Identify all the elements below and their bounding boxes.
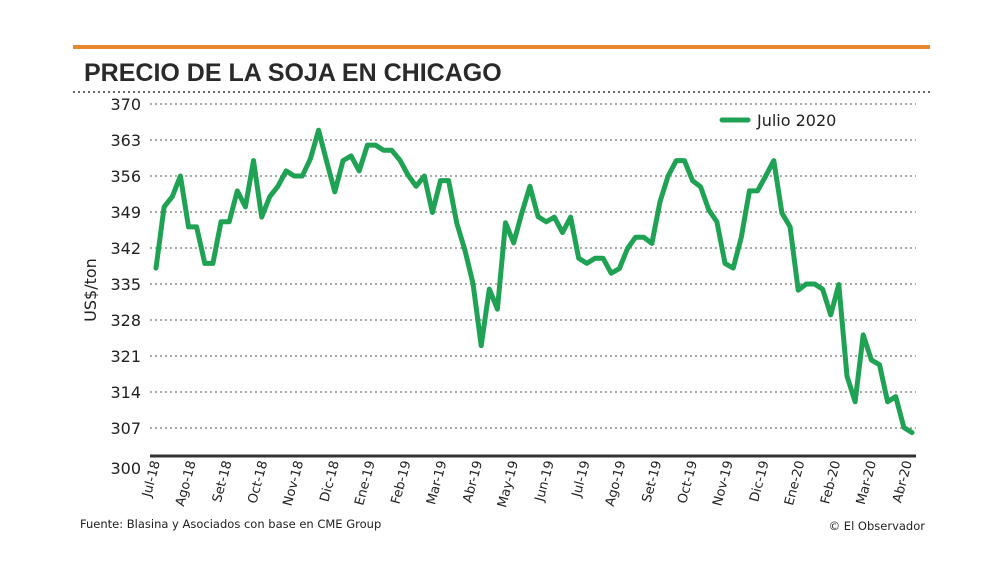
legend: Julio 2020 [719,111,836,130]
x-tick-label: Oct-19 [675,459,701,505]
series-points [155,130,913,433]
y-tick-label: 314 [110,383,141,402]
x-tick-label: Feb-19 [389,459,415,506]
x-tick-label: Jun-19 [532,459,558,504]
credit: © El Observador [829,519,926,533]
x-tick-label: Ene-19 [352,459,378,507]
x-tick-label: Dic-18 [318,459,343,503]
y-tick-label: 349 [110,203,141,222]
y-tick-label: 300 [110,459,141,478]
y-tick-label: 342 [110,239,141,258]
y-tick-label: 321 [110,347,141,366]
x-tick-label: Ago-19 [603,459,630,508]
x-tick-label: Ene-20 [782,459,808,507]
x-tick-label: May-19 [495,459,522,509]
x-tick-label: Ago-18 [173,459,200,508]
x-tick-label: Mar-19 [424,459,450,506]
y-tick-label: 307 [110,419,141,438]
x-tick-label: Set-19 [640,459,666,504]
x-tick-label: Dic-19 [747,459,772,503]
x-tick-label: Abr-20 [890,459,916,504]
x-tick-label: Feb-20 [818,459,844,506]
x-tick-label: Jul-19 [569,459,593,500]
legend-label: Julio 2020 [756,111,836,130]
y-tick-label: 335 [110,275,141,294]
series-line-julio-2020 [153,127,915,436]
x-tick-label: Nov-18 [281,459,307,508]
x-tick-label: Nov-19 [710,459,736,508]
y-tick-label: 370 [110,95,141,114]
x-tick-label: Oct-18 [245,459,271,505]
x-axis-ticks: Jul-18 Ago-18 Set-18 Oct-18 Nov-18 Dic-18 Ene-… [140,459,916,509]
x-tick-label: Set-18 [210,459,236,504]
y-axis-ticks: 370 363 356 349 342 335 328 321 314 307 300 [110,95,141,478]
accent-bar [73,45,930,49]
x-tick-label: Mar-20 [854,459,880,506]
x-tick-label: Abr-19 [461,459,487,504]
y-axis-label: US$/ton [81,258,100,322]
chart-title: PRECIO DE LA SOJA EN CHICAGO [84,59,502,87]
gridlines [150,103,916,429]
x-tick-label: Jul-18 [140,459,164,500]
source-note: Fuente: Blasina y Asociados con base en … [80,517,381,531]
y-tick-label: 356 [110,167,141,186]
y-tick-label: 328 [110,311,141,330]
y-tick-label: 363 [110,131,141,150]
